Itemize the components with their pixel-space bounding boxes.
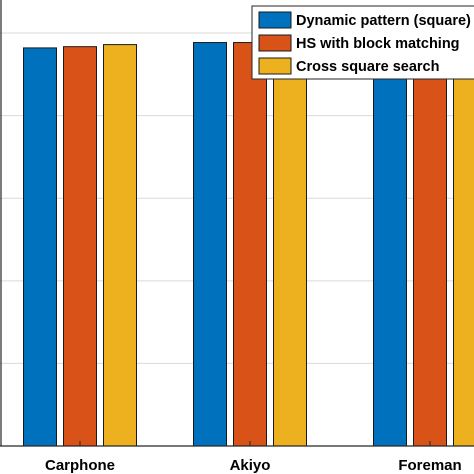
axes — [0, 0, 474, 447]
legend-label: HS with block matching — [296, 36, 460, 52]
legend-label: Dynamic pattern (square) — [296, 13, 471, 29]
bar — [23, 47, 57, 447]
x-tick-label: Carphone — [45, 457, 115, 474]
bar — [373, 43, 407, 447]
legend-swatch — [258, 11, 292, 29]
bar — [413, 43, 447, 447]
bars — [23, 36, 474, 447]
legend-swatch — [258, 34, 292, 52]
bar — [193, 42, 227, 447]
bar — [103, 44, 137, 447]
bar — [453, 43, 474, 447]
bar — [273, 36, 307, 447]
x-tick-label: Foreman — [398, 457, 461, 474]
bar — [233, 42, 267, 447]
legend-label: Cross square search — [296, 59, 439, 75]
legend: Dynamic pattern (square) HS with block ma… — [251, 5, 474, 80]
legend-swatch — [258, 57, 292, 75]
bar — [63, 46, 97, 447]
x-tick-labels: Carphone Akiyo Foreman — [45, 441, 462, 474]
x-tick-label: Akiyo — [230, 457, 271, 474]
